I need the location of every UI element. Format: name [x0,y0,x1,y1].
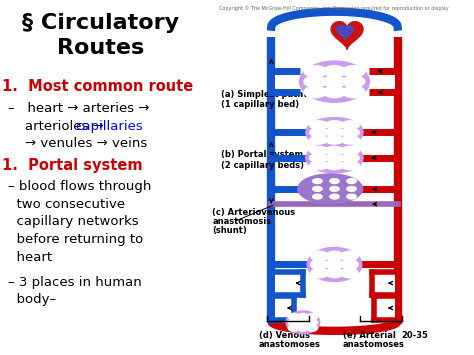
Ellipse shape [313,194,322,199]
Ellipse shape [347,186,356,191]
Ellipse shape [343,66,365,77]
Ellipse shape [310,146,328,155]
Ellipse shape [304,66,327,77]
Ellipse shape [343,86,365,98]
Text: two consecutive: two consecutive [9,198,126,211]
Ellipse shape [298,313,308,320]
Ellipse shape [323,86,346,98]
Text: 20-35: 20-35 [402,331,428,340]
Ellipse shape [310,260,328,269]
Ellipse shape [286,311,320,334]
Text: capillary networks: capillary networks [9,215,139,228]
Ellipse shape [347,179,356,184]
Ellipse shape [323,66,346,77]
Ellipse shape [313,179,322,184]
Ellipse shape [341,128,359,137]
Ellipse shape [288,313,299,320]
Text: body–: body– [9,294,56,306]
Ellipse shape [304,76,327,87]
Text: § Circulatory: § Circulatory [22,13,180,33]
Ellipse shape [310,154,328,162]
Ellipse shape [306,143,363,173]
Bar [273,298,293,318]
Ellipse shape [304,86,327,98]
Ellipse shape [323,76,346,87]
Text: anastomoses: anastomoses [343,340,405,349]
Ellipse shape [325,146,344,155]
Text: (2 capillary beds): (2 capillary beds) [221,160,304,170]
Ellipse shape [310,128,328,137]
Bar [376,298,395,318]
Ellipse shape [307,319,318,326]
Text: heart: heart [9,251,53,264]
Bar [269,71,400,92]
Polygon shape [337,26,353,39]
Polygon shape [331,22,363,49]
Text: Routes: Routes [57,38,145,58]
Text: Copyright © The McGraw-Hill Companies, Inc. Permission required for reproduction: Copyright © The McGraw-Hill Companies, I… [219,5,448,11]
Ellipse shape [310,268,328,278]
Ellipse shape [310,136,328,144]
Bar [374,273,395,293]
Text: 1.  Portal system: 1. Portal system [2,158,143,173]
Text: anastomosis: anastomosis [212,217,272,226]
Text: 1.  Most common route: 1. Most common route [2,80,193,94]
Ellipse shape [326,268,343,278]
Text: (1 capillary bed): (1 capillary bed) [221,100,299,109]
Ellipse shape [341,154,359,162]
Text: (a) Simplest pathway: (a) Simplest pathway [221,89,322,99]
Text: before returning to: before returning to [9,233,144,246]
Ellipse shape [341,268,358,278]
Ellipse shape [347,194,356,199]
Ellipse shape [313,186,322,191]
Ellipse shape [325,128,344,137]
Ellipse shape [341,121,359,129]
Ellipse shape [330,179,339,184]
Ellipse shape [306,118,363,147]
Text: → venules → veins: → venules → veins [9,137,148,150]
Ellipse shape [343,76,365,87]
Ellipse shape [325,154,344,162]
Ellipse shape [298,325,308,331]
Ellipse shape [310,121,328,129]
Text: – blood flows through: – blood flows through [9,180,152,193]
Ellipse shape [310,251,328,261]
Text: (d) Venous: (d) Venous [259,331,310,340]
Ellipse shape [325,161,344,170]
Ellipse shape [298,174,363,204]
Ellipse shape [307,247,362,282]
Text: capillaries: capillaries [75,120,143,132]
Ellipse shape [307,325,318,331]
Ellipse shape [330,194,339,199]
Ellipse shape [300,61,369,102]
Bar [273,273,301,293]
Ellipse shape [298,319,308,326]
Ellipse shape [330,186,339,191]
Text: anastomoses: anastomoses [259,340,320,349]
Text: (b) Portal system: (b) Portal system [221,150,303,159]
Ellipse shape [307,313,318,320]
Ellipse shape [341,146,359,155]
Ellipse shape [341,260,358,269]
Ellipse shape [325,136,344,144]
Text: – 3 places in human: – 3 places in human [9,276,142,289]
Ellipse shape [325,121,344,129]
Ellipse shape [326,260,343,269]
Ellipse shape [288,325,299,331]
Text: arterioles →: arterioles → [9,120,109,132]
Text: (e) Arterial: (e) Arterial [343,331,396,340]
Ellipse shape [310,161,328,170]
Ellipse shape [341,136,359,144]
Text: (c) Arteriovenous: (c) Arteriovenous [212,208,296,218]
Text: –   heart → arteries →: – heart → arteries → [9,102,150,115]
Ellipse shape [326,251,343,261]
Ellipse shape [288,319,299,326]
Ellipse shape [341,161,359,170]
Text: (shunt): (shunt) [212,226,247,235]
Ellipse shape [341,251,358,261]
